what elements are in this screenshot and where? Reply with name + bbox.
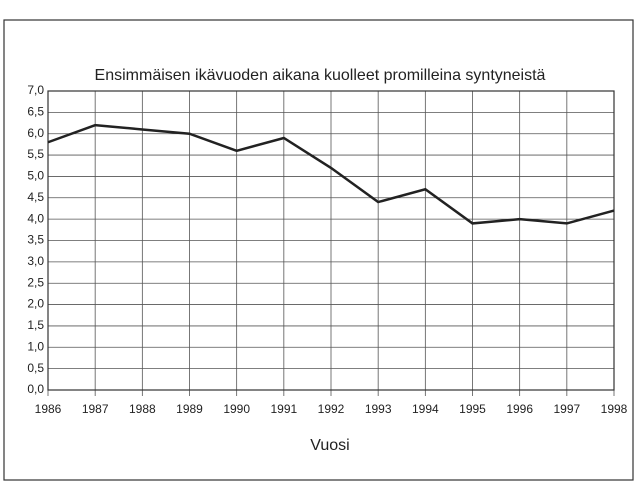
x-tick-label: 1991 <box>270 402 297 416</box>
x-tick-label: 1993 <box>365 402 392 416</box>
y-tick-label: 5,0 <box>27 169 44 183</box>
y-tick-label: 3,5 <box>27 233 44 247</box>
y-tick-label: 0,0 <box>27 382 44 396</box>
x-tick-label: 1988 <box>129 402 156 416</box>
y-tick-label: 0,5 <box>27 361 44 375</box>
x-tick-label: 1992 <box>318 402 345 416</box>
x-tick-label: 1990 <box>223 402 250 416</box>
y-tick-label: 5,5 <box>27 147 44 161</box>
x-tick-label: 1989 <box>176 402 203 416</box>
x-tick-label: 1997 <box>553 402 580 416</box>
y-tick-label: 2,5 <box>27 275 44 289</box>
x-tick-label: 1986 <box>35 402 62 416</box>
x-tick-label: 1996 <box>506 402 533 416</box>
y-tick-label: 4,5 <box>27 190 44 204</box>
y-tick-label: 1,5 <box>27 318 44 332</box>
x-tick-label: 1995 <box>459 402 486 416</box>
x-axis-label: Vuosi <box>310 437 349 454</box>
x-tick-label: 1998 <box>601 402 628 416</box>
y-tick-label: 1,0 <box>27 339 44 353</box>
plot-border <box>47 90 615 391</box>
y-tick-label: 7,0 <box>27 83 44 97</box>
x-tick-label: 1994 <box>412 402 439 416</box>
chart-title: Ensimmäisen ikävuoden aikana kuolleet pr… <box>95 67 546 84</box>
y-tick-label: 4,0 <box>27 211 44 225</box>
y-tick-label: 3,0 <box>27 254 44 268</box>
y-tick-label: 6,5 <box>27 105 44 119</box>
data-line <box>47 123 615 225</box>
y-tick-label: 6,0 <box>27 126 44 140</box>
y-tick-label: 2,0 <box>27 297 44 311</box>
frame <box>3 19 634 481</box>
x-tick-label: 1987 <box>82 402 109 416</box>
